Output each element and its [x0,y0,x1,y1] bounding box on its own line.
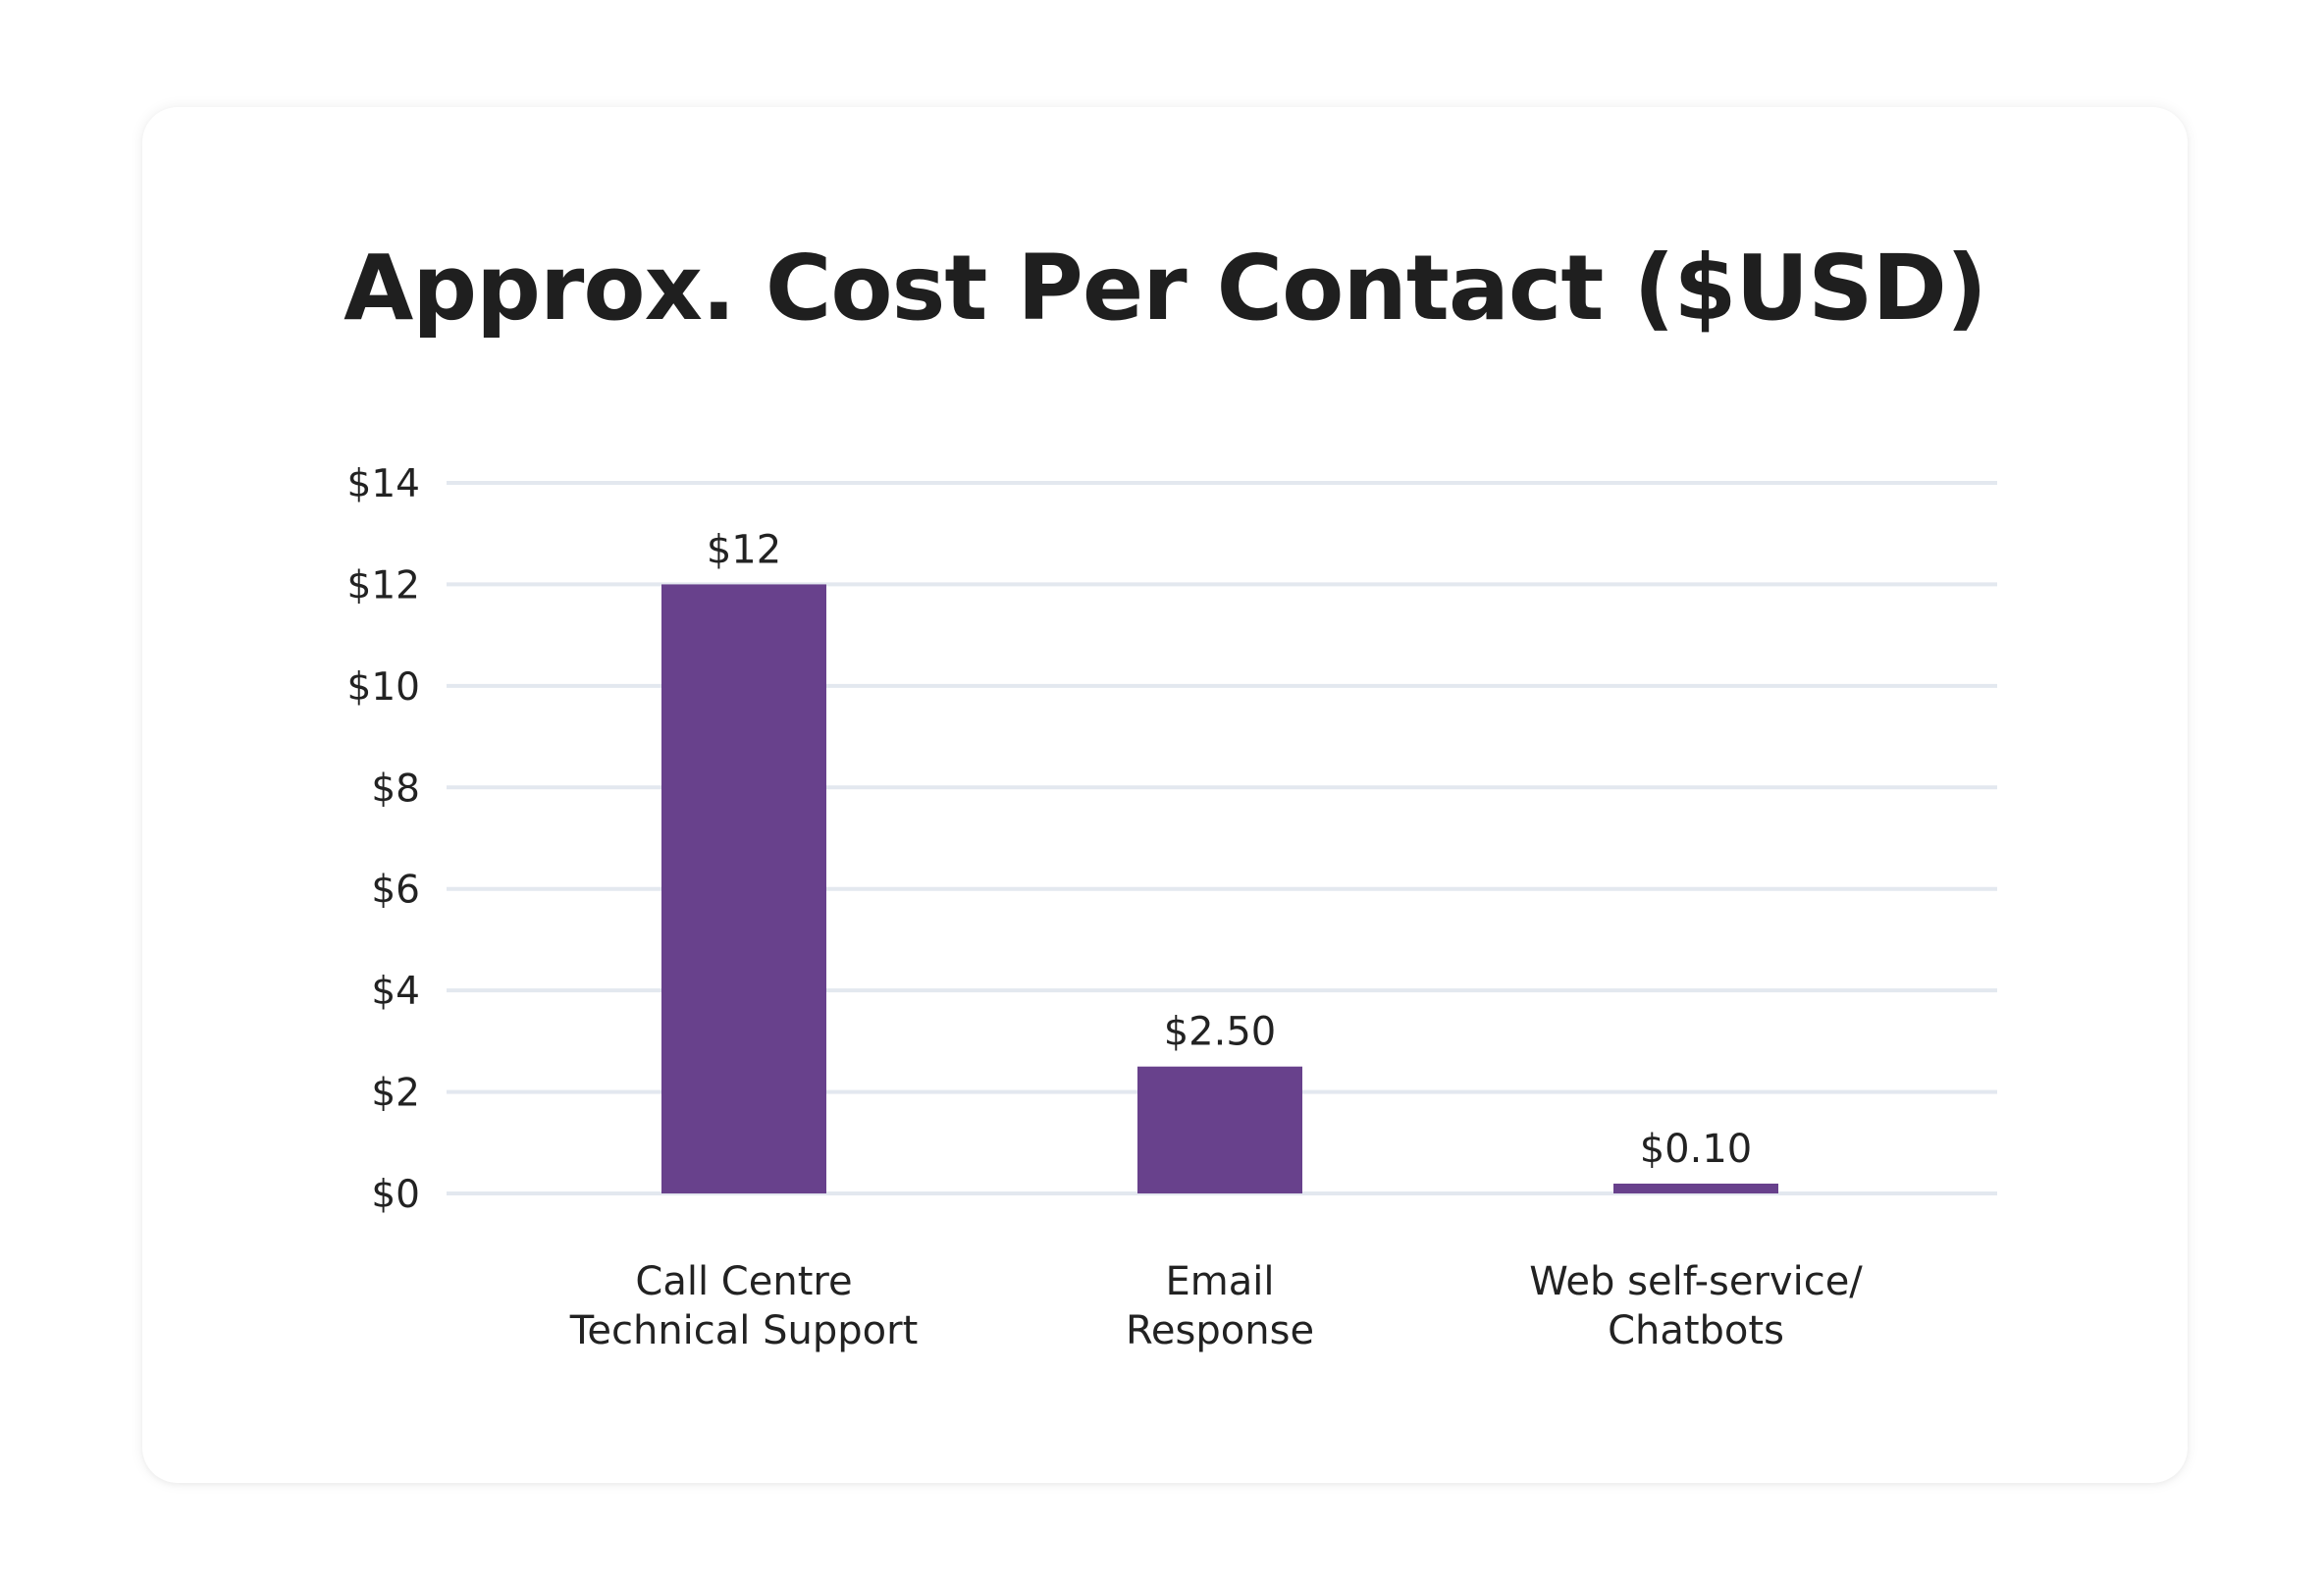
bar-value-label: $0.10 [1640,1127,1753,1172]
bars [661,584,1778,1193]
data-labels: $12 $2.50 $0.10 [707,527,1752,1172]
y-tick-label: $2 [371,1072,420,1116]
bar [1613,1184,1778,1193]
chart-title: Approx. Cost Per Contact ($USD) [343,236,1987,341]
y-axis-tick-labels: $0 $2 $4 $6 $8 $10 $12 $14 [347,462,420,1217]
y-tick-label: $10 [347,665,420,710]
y-tick-label: $0 [371,1173,420,1217]
category-label: Chatbots [1608,1308,1784,1353]
y-tick-label: $6 [371,869,420,913]
bar-value-label: $2.50 [1164,1010,1277,1055]
category-label: Call Centre [635,1259,852,1304]
category-label: Technical Support [569,1308,919,1353]
y-tick-label: $12 [347,563,420,608]
bar [661,584,826,1193]
y-tick-label: $8 [371,767,420,811]
bar [1137,1066,1302,1193]
y-tick-label: $14 [347,462,420,506]
bar-value-label: $12 [707,527,781,572]
category-label: Response [1126,1308,1314,1353]
category-label: Web self-service/ [1529,1259,1863,1304]
category-label: Email [1166,1259,1275,1304]
chart-card: Approx. Cost Per Contact ($USD) [142,107,2188,1483]
y-tick-label: $4 [371,970,420,1014]
